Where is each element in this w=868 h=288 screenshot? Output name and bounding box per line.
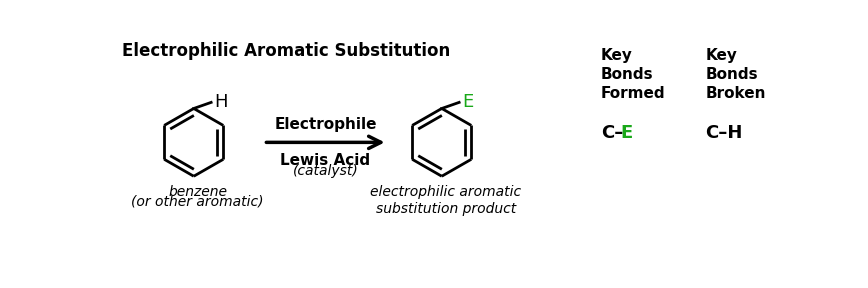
Text: E: E <box>463 93 473 111</box>
Text: Lewis Acid: Lewis Acid <box>280 153 371 168</box>
Text: Key
Bonds
Formed: Key Bonds Formed <box>601 48 665 101</box>
Text: (catalyst): (catalyst) <box>293 164 358 178</box>
Text: Electrophilic Aromatic Substitution: Electrophilic Aromatic Substitution <box>122 42 450 60</box>
Text: E: E <box>621 124 633 142</box>
Text: benzene: benzene <box>168 185 227 200</box>
Text: electrophilic aromatic
substitution product: electrophilic aromatic substitution prod… <box>370 185 521 216</box>
Text: C–: C– <box>601 124 623 142</box>
Text: H: H <box>214 93 227 111</box>
Text: Electrophile: Electrophile <box>274 117 377 132</box>
Text: Key
Bonds
Broken: Key Bonds Broken <box>705 48 766 101</box>
Text: (or other aromatic): (or other aromatic) <box>131 195 264 209</box>
Text: C–H: C–H <box>705 124 743 142</box>
